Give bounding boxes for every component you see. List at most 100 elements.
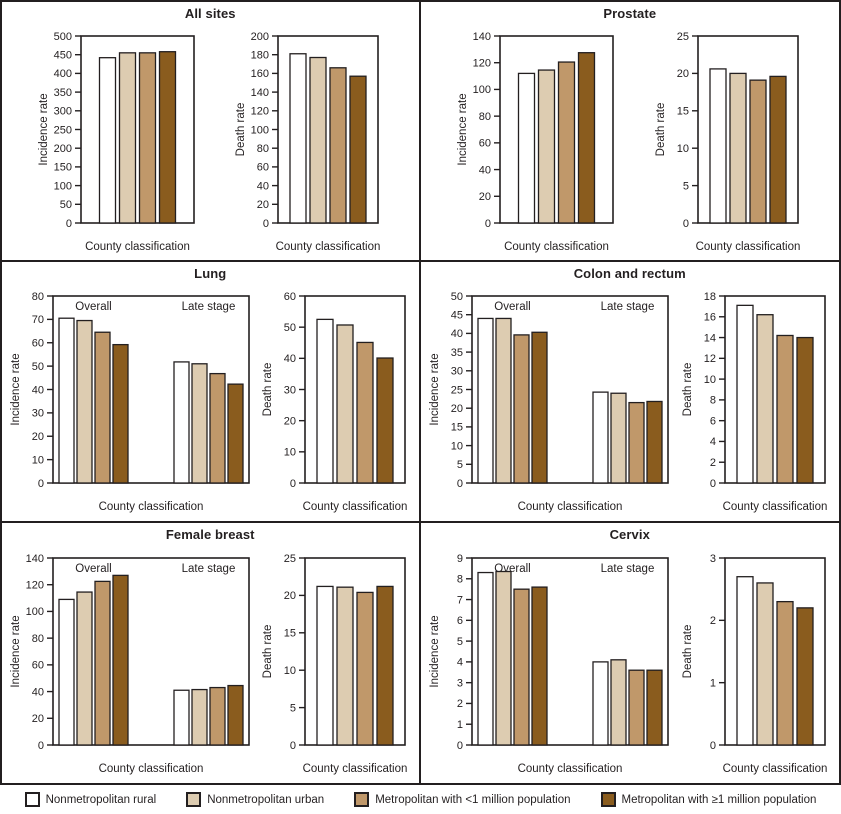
y-tick-label: 5 <box>457 460 463 472</box>
bar-nonmetropolitan-rural <box>316 319 334 485</box>
y-tick-label: 5 <box>290 702 296 714</box>
panel-title: Prostate <box>603 6 657 21</box>
charts-row: 0 1 2 3 4 5 6 7 8 9 Overall Late stage Incidence rat… <box>421 545 840 783</box>
y-tick-label: 15 <box>284 627 296 639</box>
y-axis-label: Death rate <box>262 624 274 678</box>
y-tick-label: 200 <box>250 31 268 43</box>
bar-metropolitan-with-1-million-population <box>531 586 548 746</box>
y-tick-label: 70 <box>32 315 44 327</box>
y-tick-label: 0 <box>66 218 72 230</box>
group-label: Late stage <box>182 563 236 575</box>
bar-nonmetropolitan-rural <box>98 57 116 224</box>
chart-cervix-death: 0 1 2 3 Death rate County classification <box>682 553 827 775</box>
y-tick-label: 80 <box>32 291 44 303</box>
bar-metropolitan-with-1-million-population <box>112 344 129 485</box>
bar-metropolitan-with-1-million-population <box>577 52 596 224</box>
y-tick-label: 160 <box>250 68 268 80</box>
x-axis-label: County classification <box>504 241 609 253</box>
x-axis-label: County classification <box>303 763 408 775</box>
y-axis-label: Death rate <box>682 363 694 417</box>
x-axis-label: County classification <box>99 501 204 513</box>
y-tick-label: 2 <box>710 458 716 470</box>
y-tick-label: 0 <box>485 218 491 230</box>
y-tick-label: 20 <box>32 713 44 725</box>
bar-nonmetropolitan-urban <box>728 72 747 224</box>
bar-metropolitan-with-1-million-population <box>557 61 576 224</box>
y-tick-label: 10 <box>704 374 716 386</box>
y-tick-label: 3 <box>710 553 716 565</box>
bar-metropolitan-with-1-million-population <box>158 51 176 224</box>
y-tick-label: 120 <box>26 579 44 591</box>
bar-metropolitan-with-1-million-population <box>646 401 663 485</box>
charts-row: 0 20 40 60 80 100 120 140 Overall Late stage Incid… <box>2 545 419 783</box>
y-tick-label: 40 <box>479 165 491 177</box>
y-tick-label: 60 <box>479 138 491 150</box>
y-axis-label: Incidence rate <box>429 615 441 687</box>
y-tick-label: 350 <box>53 87 71 99</box>
y-tick-label: 15 <box>676 106 688 118</box>
y-tick-label: 50 <box>60 199 72 211</box>
y-tick-label: 25 <box>451 385 463 397</box>
charts-row: 0 20 40 60 80 100 120 140 Incidence rate County c… <box>421 24 840 260</box>
group-label: Overall <box>495 301 531 313</box>
bar-metropolitan-with-1-million-population <box>628 669 645 746</box>
y-tick-label: 500 <box>53 31 71 43</box>
bar-metropolitan-with-1-million-population <box>376 585 394 746</box>
bar-metropolitan-with-1-million-population <box>513 588 530 746</box>
x-axis-label: County classification <box>518 501 623 513</box>
y-tick-label: 3 <box>457 677 463 689</box>
bar-nonmetropolitan-rural <box>316 585 334 746</box>
bar-nonmetropolitan-rural <box>517 72 536 224</box>
y-tick-label: 0 <box>290 740 296 752</box>
y-tick-label: 80 <box>256 143 268 155</box>
panel-title: All sites <box>184 6 236 21</box>
y-tick-label: 40 <box>451 329 463 341</box>
y-tick-label: 15 <box>451 422 463 434</box>
y-tick-label: 4 <box>457 657 463 669</box>
y-tick-label: 30 <box>32 408 44 420</box>
y-tick-label: 150 <box>53 162 71 174</box>
bar-nonmetropolitan-urban <box>76 591 93 746</box>
y-tick-label: 100 <box>250 124 268 136</box>
y-axis-label: Incidence rate <box>38 94 50 166</box>
y-tick-label: 20 <box>451 403 463 415</box>
chart-all-sites-incidence: 0 50 100 150 200 250 300 350 400 450 500 Incidence … <box>38 31 195 253</box>
y-tick-label: 50 <box>284 322 296 334</box>
bar-nonmetropolitan-urban <box>336 324 354 485</box>
y-tick-label: 10 <box>32 455 44 467</box>
y-tick-label: 140 <box>26 553 44 565</box>
y-tick-label: 0 <box>457 740 463 752</box>
chart-all-sites-death: 0 20 40 60 80 100 120 140 160 180 200 Death rate Cou… <box>235 31 380 253</box>
panel-title: Female breast <box>165 526 255 542</box>
y-axis-label: Death rate <box>682 624 694 678</box>
y-tick-label: 14 <box>704 333 716 345</box>
y-tick-label: 40 <box>32 385 44 397</box>
legend-label: Nonmetropolitan urban <box>207 793 325 806</box>
group-label: Late stage <box>601 301 655 313</box>
legend-item-nonmetropolitan-rural: Nonmetropolitan rural <box>24 792 156 807</box>
bar-nonmetropolitan-rural <box>289 53 307 224</box>
panel-title: Lung <box>194 266 227 282</box>
bar-metropolitan-with-1-million-population <box>227 383 244 485</box>
y-tick-label: 60 <box>256 162 268 174</box>
bar-metropolitan-with-1-million-population <box>94 332 111 485</box>
bar-nonmetropolitan-rural <box>477 571 494 746</box>
bar-nonmetropolitan-rural <box>173 361 190 485</box>
legend-item-nonmetropolitan-urban: Nonmetropolitan urban <box>186 792 324 807</box>
bar-nonmetropolitan-rural <box>736 305 754 485</box>
y-tick-label: 0 <box>38 740 44 752</box>
panel-title: Cervix <box>609 526 650 542</box>
y-tick-label: 5 <box>682 181 688 193</box>
x-axis-label: County classification <box>85 241 190 253</box>
chart-prostate-death: 0 5 10 15 20 25 Death rate County classificatio… <box>655 31 800 253</box>
bar-nonmetropolitan-rural <box>477 318 494 485</box>
y-tick-label: 25 <box>284 553 296 565</box>
y-tick-label: 450 <box>53 50 71 62</box>
y-axis-label: Incidence rate <box>10 615 22 687</box>
y-tick-label: 0 <box>457 478 463 490</box>
bar-metropolitan-with-1-million-population <box>227 684 244 746</box>
chart-colon-and-rectum-death: 0 2 4 6 8 10 12 14 16 18 Death rate County classifi… <box>682 291 827 513</box>
y-tick-label: 10 <box>676 143 688 155</box>
